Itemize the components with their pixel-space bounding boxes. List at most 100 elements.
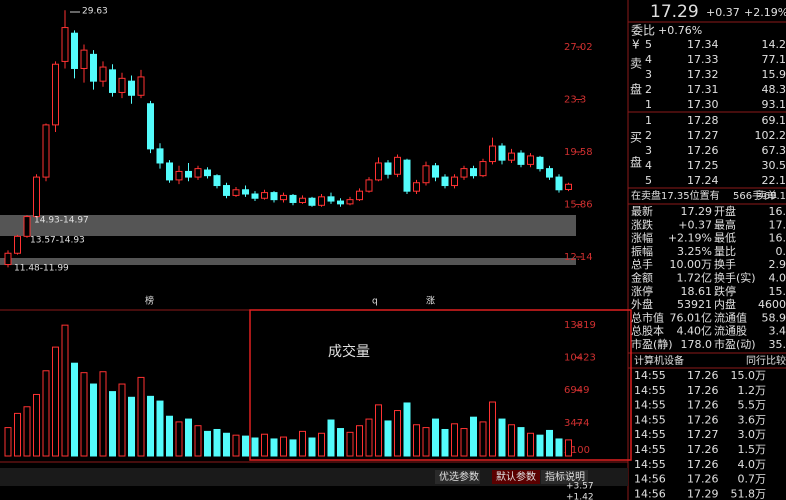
y-tick-label: 19.58 xyxy=(564,147,593,158)
volume-bar xyxy=(23,406,31,457)
candle-body xyxy=(61,27,69,62)
candle-body xyxy=(147,103,154,150)
volume-bar xyxy=(527,432,534,457)
trade-time: 14:55 xyxy=(634,413,666,426)
candle-body xyxy=(223,185,230,196)
volume-bar xyxy=(14,412,21,457)
level-volume: 15.9 xyxy=(762,68,786,81)
stat-label: 振幅 xyxy=(631,244,653,258)
candle-body xyxy=(555,176,563,191)
last-price: 17.29 xyxy=(650,2,699,22)
volume-unit: X100 xyxy=(564,445,590,456)
candle-body xyxy=(242,189,249,195)
candle-body xyxy=(327,196,335,202)
toolbar-button[interactable] xyxy=(435,470,480,484)
level: 2 xyxy=(645,83,652,96)
candle-body xyxy=(99,66,107,82)
level-price: 17.30 xyxy=(687,98,719,111)
volume-bar xyxy=(470,416,477,457)
candle-body xyxy=(337,200,344,205)
level: 4 xyxy=(645,159,652,172)
annotation: 14.93-14.97 xyxy=(34,216,89,226)
compare-link[interactable]: 同行比较 xyxy=(746,354,786,367)
stat-value: 4.0 xyxy=(769,272,786,285)
volume-bar xyxy=(337,428,344,457)
side-label: 盘 xyxy=(630,155,642,170)
industry[interactable]: 计算机设备 xyxy=(634,354,684,367)
level-price: 17.26 xyxy=(687,144,719,157)
candle-body xyxy=(384,162,392,175)
trade-time: 14:56 xyxy=(634,473,666,486)
candle-body xyxy=(517,152,525,165)
volume-bar xyxy=(33,393,40,457)
candle-body xyxy=(289,194,297,203)
volume-bar xyxy=(489,401,496,457)
volume-bar xyxy=(232,434,240,457)
volume-bar xyxy=(346,431,354,457)
volume-bar xyxy=(394,410,401,457)
toolbar-button-label[interactable]: 默认参数 xyxy=(496,470,536,483)
candle-body xyxy=(479,161,487,177)
level: 5 xyxy=(645,38,652,51)
stat-value: 0. xyxy=(776,245,786,258)
candle-body xyxy=(403,159,411,192)
order-notice: 卖单 xyxy=(757,190,777,202)
indicator-label: +3.57 xyxy=(566,482,594,492)
level-price: 17.28 xyxy=(687,114,719,127)
candle-body xyxy=(156,148,164,164)
candle-body xyxy=(299,197,306,203)
candle-body xyxy=(137,76,145,96)
ratio: +0.76% xyxy=(658,24,702,37)
level-price: 17.34 xyxy=(687,38,719,51)
stat-label: 最高 xyxy=(714,217,736,231)
volume-bar xyxy=(375,404,382,457)
stat-label: 跌停 xyxy=(714,284,736,298)
candle-body xyxy=(52,63,59,126)
toolbar-button-label[interactable]: 指标说明 xyxy=(545,470,585,483)
trade-volume: 3.0万 xyxy=(738,428,767,441)
toolbar-button[interactable] xyxy=(492,470,540,484)
annotation: 11.48-11.99 xyxy=(14,264,69,274)
y-tick-label: 10423 xyxy=(564,352,596,363)
side-label: 买 xyxy=(630,131,642,145)
y-tick-label: 3474 xyxy=(564,418,589,429)
trade-volume: 4.0万 xyxy=(738,458,767,471)
volume-bar xyxy=(128,396,135,457)
level-price: 17.24 xyxy=(687,174,719,187)
volume-bar xyxy=(242,435,249,457)
volume-bar xyxy=(4,427,12,457)
stat-label: 总股本 xyxy=(631,324,664,338)
stat-value: 3.4 xyxy=(769,325,786,338)
volume-bar xyxy=(555,438,563,457)
level-price: 17.31 xyxy=(687,83,719,96)
candle-body xyxy=(204,169,211,177)
y-tick-label: 6949 xyxy=(564,385,589,396)
level-volume: 22.1 xyxy=(762,174,786,187)
level-volume: 93.1 xyxy=(762,98,786,111)
volume-bar xyxy=(451,423,458,457)
marker: 榜 xyxy=(145,295,154,307)
stat-value: 1.72亿 xyxy=(677,272,713,285)
stat-label: 金额 xyxy=(631,271,653,285)
toolbar-button-label[interactable]: 优选参数 xyxy=(439,470,479,483)
level: 1 xyxy=(645,114,652,127)
level-volume: 77.1 xyxy=(762,53,786,66)
candle-body xyxy=(80,49,88,69)
trade-price: 17.29 xyxy=(687,487,719,500)
ratio-label: 委比 xyxy=(631,24,655,38)
volume-bar xyxy=(204,430,211,457)
toolbar-button[interactable] xyxy=(541,470,588,484)
trade-price: 17.26 xyxy=(687,369,719,382)
candle-body xyxy=(318,196,325,206)
volume-bar xyxy=(80,372,88,457)
candle-body xyxy=(375,162,382,181)
trade-time: 14:55 xyxy=(634,384,666,397)
volume-bar xyxy=(109,391,116,457)
level: 3 xyxy=(645,68,652,81)
level: 4 xyxy=(645,53,652,66)
volume-bar xyxy=(365,418,373,457)
annotation: 13.57-14.93 xyxy=(30,236,85,246)
candle-body xyxy=(422,165,430,184)
trade-time: 14:55 xyxy=(634,399,666,412)
